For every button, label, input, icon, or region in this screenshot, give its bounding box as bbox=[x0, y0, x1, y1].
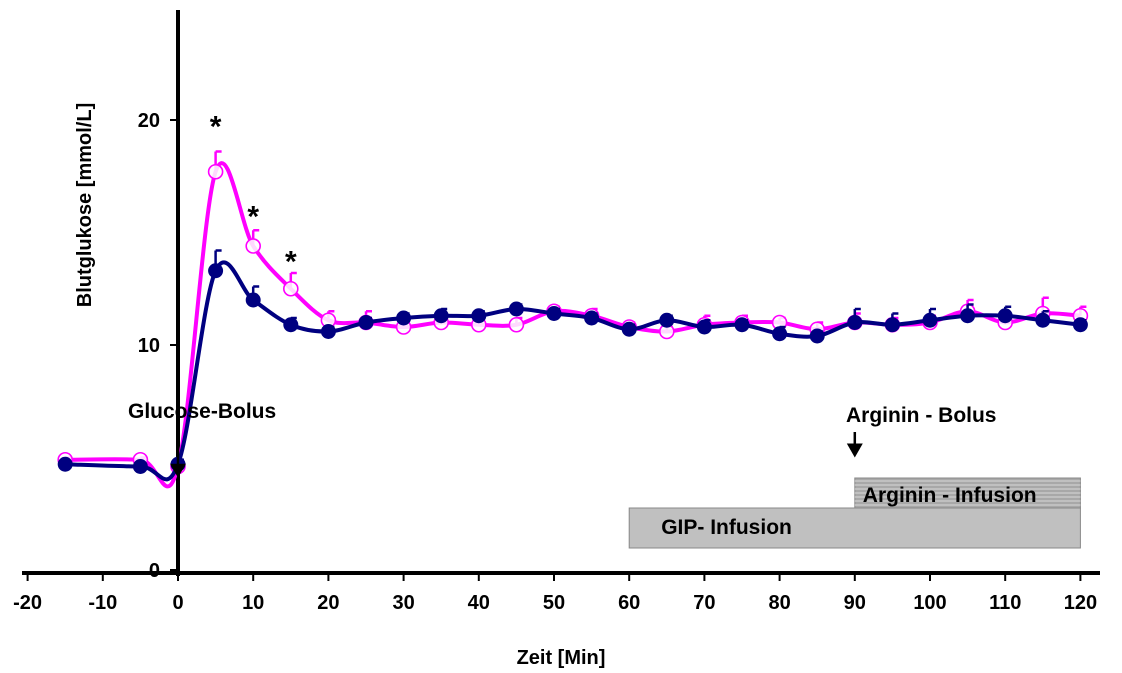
arrow-down-icon bbox=[846, 443, 863, 458]
data-point bbox=[245, 238, 261, 254]
data-point bbox=[884, 317, 900, 333]
x-tick-label: 50 bbox=[543, 592, 565, 614]
data-point bbox=[772, 326, 788, 342]
infusion-bar-label: GIP- Infusion bbox=[661, 516, 792, 539]
data-point bbox=[433, 308, 449, 324]
data-point bbox=[809, 328, 825, 344]
significance-star: * bbox=[247, 201, 259, 234]
y-tick-label: 10 bbox=[138, 335, 160, 357]
infusion-bars: GIP- Infusion Arginin - Infusion bbox=[628, 477, 1081, 549]
axes bbox=[22, 10, 1100, 576]
data-point bbox=[471, 308, 487, 324]
x-axis-title: Zeit [Min] bbox=[517, 647, 606, 669]
x-tick-label: 20 bbox=[317, 592, 339, 614]
data-point bbox=[508, 316, 525, 333]
y-tick-label: 0 bbox=[149, 560, 160, 582]
data-point bbox=[584, 310, 600, 326]
infusion-bar-label: Arginin - Infusion bbox=[863, 484, 1037, 507]
annotations: Glucose-Bolus Arginin - Bolus bbox=[128, 400, 997, 478]
y-ticks: 0 10 20 bbox=[138, 110, 178, 582]
x-tick-label: 60 bbox=[618, 592, 640, 614]
series-line bbox=[65, 260, 1081, 482]
x-tick-label: 120 bbox=[1064, 592, 1097, 614]
data-point bbox=[1035, 312, 1051, 328]
y-tick-label: 20 bbox=[138, 110, 160, 132]
significance-marks: * * * bbox=[210, 111, 297, 279]
data-point bbox=[132, 459, 148, 474]
significance-star: * bbox=[285, 246, 297, 279]
data-point bbox=[207, 163, 224, 180]
data-point bbox=[546, 306, 562, 321]
data-point bbox=[358, 315, 374, 330]
x-tick-label: -20 bbox=[13, 592, 42, 614]
data-point bbox=[997, 308, 1013, 324]
data-point bbox=[847, 315, 863, 330]
x-tick-label: 0 bbox=[172, 592, 183, 614]
x-tick-label: 70 bbox=[693, 592, 715, 614]
infusion-bar: GIP- Infusion bbox=[628, 507, 1081, 549]
x-ticks: -20 -10 0 10 20 30 40 50 60 70 80 90 100 110 120 bbox=[13, 573, 1097, 614]
data-point bbox=[696, 319, 712, 335]
data-point bbox=[283, 317, 299, 333]
data-point bbox=[396, 310, 412, 326]
data-point bbox=[245, 292, 261, 308]
x-tick-label: 90 bbox=[844, 592, 866, 614]
data-point bbox=[734, 317, 750, 333]
x-tick-label: 100 bbox=[913, 592, 946, 614]
x-tick-label: 10 bbox=[242, 592, 264, 614]
data-point bbox=[57, 456, 73, 472]
bolus-annotation: Arginin - Bolus bbox=[846, 404, 997, 458]
infusion-bar: Arginin - Infusion bbox=[854, 477, 1081, 509]
series-group bbox=[57, 249, 1088, 482]
data-point bbox=[320, 324, 336, 339]
data-point bbox=[922, 312, 938, 328]
data-point bbox=[508, 301, 524, 317]
data-point bbox=[621, 321, 637, 337]
x-tick-label: 110 bbox=[989, 592, 1021, 614]
data-point bbox=[659, 312, 675, 328]
x-tick-label: 30 bbox=[392, 592, 414, 614]
data-point bbox=[960, 308, 976, 324]
data-point bbox=[1072, 317, 1088, 333]
y-axis-title: Blutglukose [mmol/L] bbox=[74, 103, 96, 307]
data-point bbox=[282, 280, 299, 297]
x-tick-label: 40 bbox=[468, 592, 490, 614]
significance-star: * bbox=[210, 111, 222, 144]
x-tick-label: 80 bbox=[768, 592, 790, 614]
bolus-label: Arginin - Bolus bbox=[846, 404, 997, 427]
bolus-annotation: Glucose-Bolus bbox=[128, 400, 276, 478]
data-point bbox=[208, 263, 224, 279]
series bbox=[57, 150, 1089, 489]
bolus-label: Glucose-Bolus bbox=[128, 400, 276, 423]
infusion-bar-rect bbox=[628, 507, 1081, 549]
arrow-down-icon bbox=[170, 463, 186, 478]
x-tick-label: -10 bbox=[88, 592, 117, 614]
